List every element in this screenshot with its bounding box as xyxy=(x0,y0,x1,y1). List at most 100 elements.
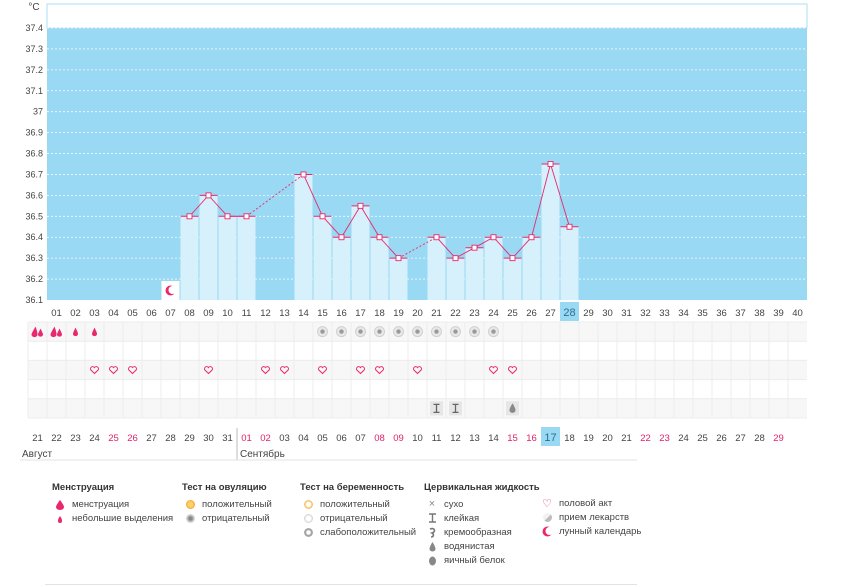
cycle-day-label: 34 xyxy=(678,308,689,319)
legend-label: положительный xyxy=(202,498,272,510)
calendar-date-label: 11 xyxy=(432,433,442,444)
y-tick-label: 36.6 xyxy=(25,190,43,200)
cycle-day-label: 03 xyxy=(89,308,100,319)
cycle-day-label: 05 xyxy=(127,308,138,319)
ovulation-negative-icon-core xyxy=(491,329,496,334)
menstruation-icon xyxy=(57,328,62,337)
legend-label: яичный белок xyxy=(444,554,505,566)
temperature-point xyxy=(452,255,459,262)
cycle-day-label: 14 xyxy=(298,308,309,319)
ovulation-negative-icon-core xyxy=(339,329,344,334)
calendar-date-label: 29 xyxy=(773,433,784,444)
temperature-point xyxy=(205,192,212,199)
temperature-bar xyxy=(541,164,560,300)
temperature-bar xyxy=(237,216,256,300)
temperature-line xyxy=(189,195,209,217)
heart-icon xyxy=(280,366,289,375)
cycle-day-label: 20 xyxy=(412,308,423,319)
calendar-date-label: 16 xyxy=(526,433,537,444)
cycle-day-label: 36 xyxy=(716,308,727,319)
temperature-point xyxy=(528,234,535,241)
calendar-date-label: 25 xyxy=(697,433,708,444)
temperature-bar xyxy=(294,174,313,300)
heart-icon xyxy=(109,366,118,375)
temperature-point xyxy=(433,234,440,241)
calendar-date-label: 08 xyxy=(374,433,385,444)
cycle-day-label: 25 xyxy=(507,308,518,319)
calendar-date-label: 02 xyxy=(260,433,271,444)
calendar-date-label: 31 xyxy=(222,433,233,444)
temperature-bar xyxy=(484,237,503,300)
legend-label: отрицательный xyxy=(202,512,270,524)
calendar-date-label: 28 xyxy=(165,433,176,444)
temperature-point xyxy=(186,213,193,220)
temperature-point xyxy=(357,202,364,209)
heart-icon xyxy=(204,366,213,375)
calendar-date-label: 26 xyxy=(716,433,727,444)
temperature-bar xyxy=(560,226,579,300)
cycle-day-label: 29 xyxy=(583,308,594,319)
calendar-date-label: 15 xyxy=(507,433,518,444)
y-tick-label: 37 xyxy=(33,107,43,117)
legend-item: клейкая xyxy=(424,511,540,525)
legend-item: яичный белок xyxy=(424,553,540,567)
legend-item: положительный xyxy=(182,497,272,511)
legend-label: небольшие выделения xyxy=(72,512,174,524)
temperature-line xyxy=(303,174,323,217)
cycle-day-label: 04 xyxy=(108,308,119,319)
heart-icon xyxy=(90,366,99,375)
cycle-day-label: 06 xyxy=(146,308,157,319)
plot-area xyxy=(47,28,807,300)
temperature-bar xyxy=(465,247,484,300)
ovulation-negative-icon-core xyxy=(377,329,382,334)
ovulation-negative-icon-core xyxy=(320,329,325,334)
indicator-row xyxy=(28,341,807,361)
ovulation-negative-icon-core xyxy=(396,329,401,334)
temperature-line-dashed xyxy=(398,236,437,259)
legend-pregnancy: Тест на беременность положительный отриц… xyxy=(300,482,416,539)
calendar-date-label: 13 xyxy=(469,433,480,444)
cycle-day-label: 15 xyxy=(317,308,328,319)
legend-fluid: Цервикальная жидкость × сухо клейкая кре… xyxy=(424,482,540,567)
calendar-date-label: 23 xyxy=(70,433,81,444)
cycle-day-label: 27 xyxy=(545,308,556,319)
temperature-point xyxy=(395,255,402,262)
temperature-bar xyxy=(180,216,199,300)
calendar-date-label: 25 xyxy=(108,433,119,444)
temperature-point xyxy=(490,234,497,241)
watery-icon xyxy=(424,541,440,552)
temperature-line xyxy=(455,247,475,259)
month-label: Сентябрь xyxy=(240,448,285,460)
calendar-date-label: 30 xyxy=(203,433,214,444)
y-tick-label: 36.9 xyxy=(25,128,43,138)
temperature-line xyxy=(531,163,551,238)
y-tick-label: 36.4 xyxy=(25,232,43,242)
cycle-day-label: 19 xyxy=(393,308,404,319)
legend-label: водянистая xyxy=(444,540,495,552)
calendar-date-label: 22 xyxy=(640,433,651,444)
calendar-date-label: 04 xyxy=(298,433,309,444)
indicator-row xyxy=(28,379,807,399)
temperature-point xyxy=(243,213,250,220)
legend-menstruation: Менструация менструация небольшие выделе… xyxy=(52,482,173,525)
calendar-date-label: 24 xyxy=(89,433,100,444)
y-tick-label: 36.5 xyxy=(25,211,43,221)
temperature-point xyxy=(471,244,478,251)
heart-icon xyxy=(261,366,270,375)
legend-item: менструация xyxy=(52,497,173,511)
calendar-date-label: 06 xyxy=(336,433,347,444)
temperature-bar xyxy=(218,216,237,300)
temperature-point xyxy=(547,161,554,167)
sticky-icon xyxy=(424,513,440,523)
moon-icon xyxy=(539,526,555,537)
cycle-day-label: 13 xyxy=(279,308,290,319)
pill-icon xyxy=(539,512,555,522)
calendar-date-label: 10 xyxy=(412,433,423,444)
cycle-day-label: 18 xyxy=(374,308,385,319)
legend-item: водянистая xyxy=(424,539,540,553)
temperature-bar xyxy=(389,258,408,300)
cycle-day-label: 17 xyxy=(355,308,366,319)
temperature-bar xyxy=(313,216,332,300)
cycle-day-label: 33 xyxy=(659,308,670,319)
temperature-bar xyxy=(446,258,465,300)
